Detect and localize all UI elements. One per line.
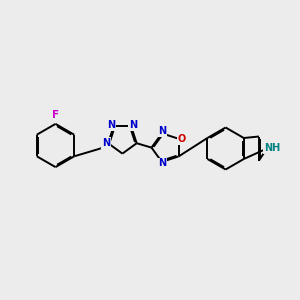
Text: N: N bbox=[158, 126, 166, 136]
Text: O: O bbox=[178, 134, 186, 144]
Text: N: N bbox=[129, 120, 137, 130]
Text: N: N bbox=[158, 158, 166, 168]
Text: F: F bbox=[52, 110, 59, 121]
Text: N: N bbox=[107, 120, 115, 130]
Text: NH: NH bbox=[264, 143, 280, 153]
Text: N: N bbox=[102, 138, 110, 148]
